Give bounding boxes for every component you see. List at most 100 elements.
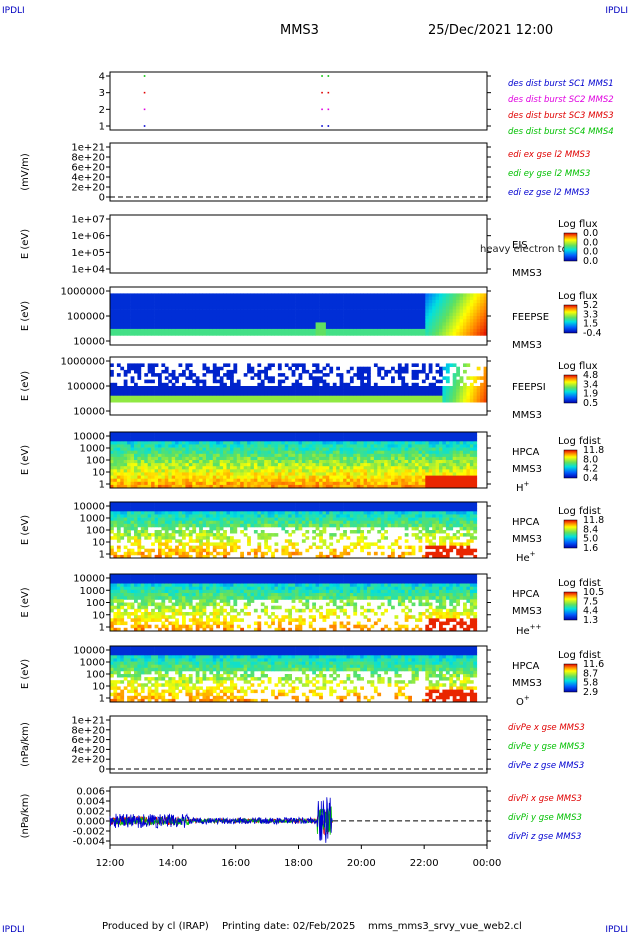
- heatmap-cell: [250, 514, 255, 518]
- heatmap-cell: [380, 456, 385, 461]
- heatmap-cell: [182, 316, 186, 320]
- heatmap-cell: [185, 551, 190, 556]
- heatmap-cell: [439, 450, 443, 455]
- heatmap-cell: [312, 447, 316, 452]
- heatmap-cell: [284, 444, 289, 448]
- heatmap-cell: [140, 481, 145, 486]
- heatmap-cell: [394, 472, 399, 476]
- heatmap-cell: [257, 398, 262, 403]
- heatmap-cell: [257, 472, 262, 476]
- heatmap-cell: [466, 469, 471, 473]
- heatmap-cell: [473, 441, 478, 445]
- heatmap-cell: [305, 466, 310, 470]
- heatmap-cell: [206, 472, 210, 476]
- heatmap-cell: [175, 303, 179, 307]
- heatmap-cell: [274, 296, 279, 301]
- heatmap-cell: [216, 450, 220, 455]
- heatmap-cell: [209, 303, 214, 307]
- heatmap-cell: [377, 450, 382, 455]
- heatmap-cell: [432, 447, 436, 452]
- heatmap-cell: [452, 398, 457, 403]
- heatmap-cell: [137, 328, 142, 333]
- heatmap-cell: [432, 332, 436, 336]
- heatmap-cell: [463, 325, 467, 330]
- heatmap-cell: [230, 332, 234, 336]
- heatmap-cell: [421, 460, 426, 464]
- heatmap-cell: [466, 386, 471, 390]
- heatmap-cell: [230, 435, 234, 439]
- heatmap-cell: [394, 309, 399, 314]
- heatmap-cell: [459, 303, 464, 307]
- heatmap-cell: [411, 328, 416, 333]
- heatmap-cell: [161, 472, 166, 476]
- heatmap-cell: [175, 505, 179, 509]
- heatmap-cell: [315, 366, 320, 371]
- heatmap-cell: [123, 453, 128, 458]
- heatmap-cell: [476, 299, 481, 304]
- heatmap-cell: [401, 481, 406, 486]
- heatmap-cell: [202, 481, 207, 486]
- heatmap-cell: [336, 325, 340, 330]
- heatmap-cell: [233, 303, 238, 307]
- heatmap-cell: [377, 395, 382, 400]
- heatmap-cell: [284, 435, 289, 439]
- heatmap-cell: [257, 296, 262, 301]
- heatmap-cell: [253, 373, 258, 377]
- colorbar-value: 1.9: [583, 389, 598, 400]
- heatmap-cell: [322, 472, 327, 476]
- heatmap-cell: [384, 293, 388, 297]
- heatmap-cell: [127, 312, 131, 317]
- heatmap-cell: [147, 548, 152, 553]
- heatmap-cell: [209, 523, 214, 528]
- heatmap-cell: [216, 303, 220, 307]
- heatmap-cell: [161, 299, 166, 304]
- heatmap-cell: [127, 539, 131, 543]
- heatmap-cell: [116, 441, 121, 445]
- heatmap-cell: [339, 478, 344, 483]
- heatmap-cell: [480, 322, 484, 326]
- heatmap-cell: [127, 551, 131, 556]
- heatmap-cell: [291, 386, 296, 390]
- heatmap-cell: [137, 386, 142, 390]
- heatmap-cell: [363, 369, 368, 374]
- heatmap-cell: [277, 325, 282, 330]
- heatmap-cell: [301, 322, 306, 326]
- heatmap-cell: [301, 432, 306, 436]
- heatmap-cell: [449, 306, 454, 310]
- heatmap-cell: [480, 293, 484, 297]
- heatmap-cell: [144, 523, 149, 528]
- heatmap-cell: [391, 309, 395, 314]
- heatmap-cell: [391, 444, 395, 448]
- heatmap-cell: [291, 441, 296, 445]
- heatmap-cell: [267, 293, 272, 297]
- heatmap-cell: [373, 303, 378, 307]
- heatmap-cell: [247, 435, 251, 439]
- heatmap-cell: [473, 376, 478, 380]
- heatmap-cell: [428, 444, 433, 448]
- heatmap-cell: [110, 447, 114, 452]
- heatmap-cell: [195, 456, 200, 461]
- heatmap-cell: [236, 520, 241, 525]
- heatmap-cell: [449, 316, 454, 320]
- heatmap-cell: [415, 438, 419, 442]
- heatmap-cell: [301, 366, 306, 371]
- heatmap-cell: [158, 530, 162, 534]
- heatmap-cell: [370, 299, 375, 304]
- heatmap-cell: [230, 296, 234, 301]
- heatmap-cell: [192, 478, 197, 483]
- heatmap-cell: [411, 395, 416, 400]
- heatmap-cell: [394, 441, 399, 445]
- heatmap-cell: [445, 363, 450, 367]
- heatmap-cell: [346, 386, 351, 390]
- heatmap-cell: [476, 386, 481, 390]
- heatmap-cell: [298, 332, 303, 336]
- heatmap-cell: [212, 392, 217, 396]
- heatmap-cell: [319, 322, 323, 326]
- heatmap-cell: [415, 303, 419, 307]
- heatmap-cell: [336, 395, 340, 400]
- heatmap-cell: [305, 299, 310, 304]
- heatmap-cell: [130, 484, 135, 489]
- heatmap-cell: [188, 502, 193, 506]
- heatmap-cell: [199, 469, 203, 473]
- heatmap-cell: [411, 438, 416, 442]
